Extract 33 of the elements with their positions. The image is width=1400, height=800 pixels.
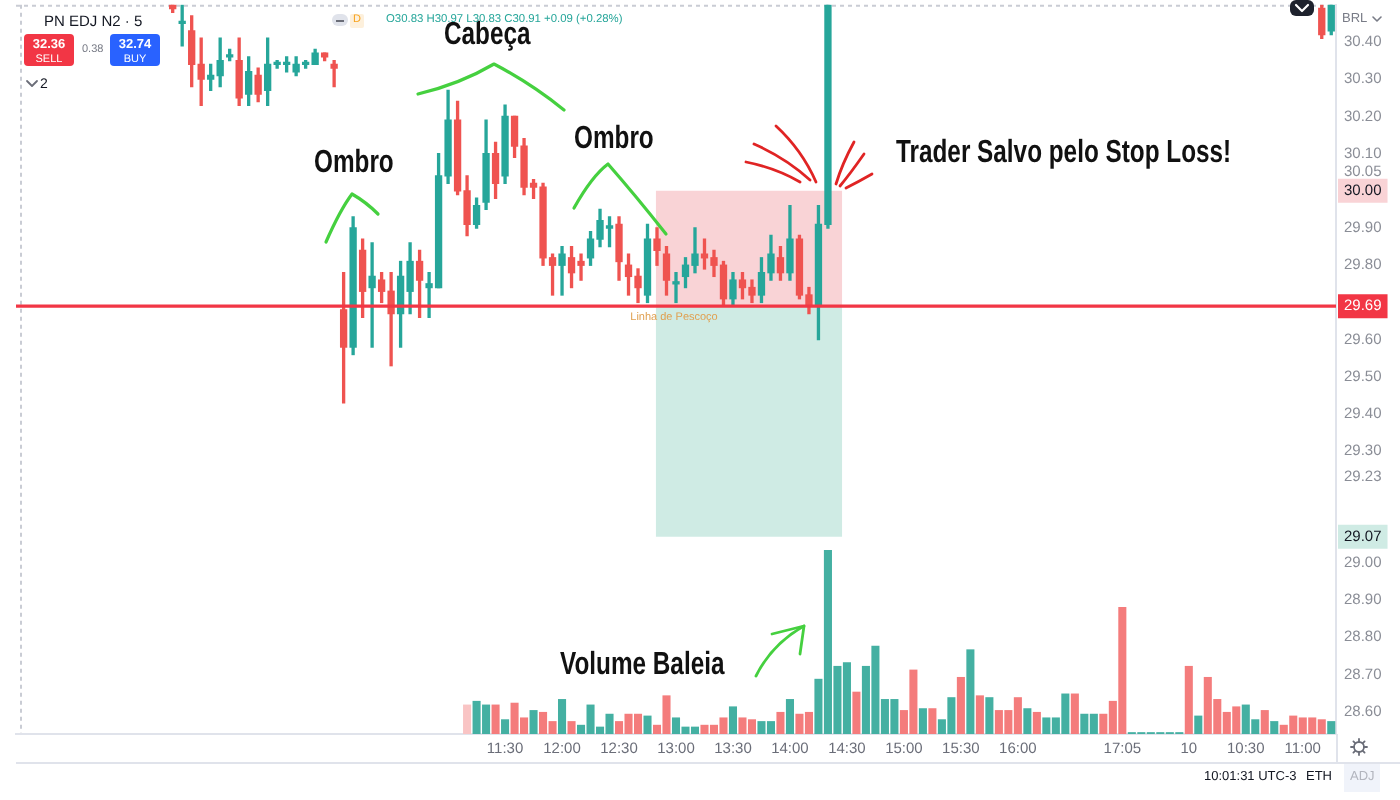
bar bbox=[1070, 693, 1079, 734]
bar bbox=[966, 649, 975, 734]
bar bbox=[491, 704, 500, 734]
annotation: Volume Baleia bbox=[560, 648, 725, 682]
bar bbox=[728, 706, 738, 734]
bar bbox=[956, 676, 965, 734]
bar bbox=[567, 721, 576, 734]
bar bbox=[985, 697, 994, 734]
bar bbox=[1023, 708, 1032, 734]
bar bbox=[776, 711, 785, 734]
bar bbox=[1270, 721, 1279, 734]
bar bbox=[501, 719, 510, 734]
bar bbox=[1194, 715, 1203, 734]
candlestick bbox=[368, 242, 376, 348]
bar bbox=[1032, 711, 1041, 734]
candlestick bbox=[330, 59, 338, 88]
bar bbox=[558, 699, 567, 734]
bar bbox=[785, 699, 794, 734]
bar bbox=[975, 695, 984, 734]
annotation: Ombro bbox=[314, 146, 394, 180]
bar bbox=[529, 710, 538, 734]
bar bbox=[1184, 665, 1193, 734]
bar bbox=[463, 704, 472, 734]
bar bbox=[852, 691, 861, 734]
bar bbox=[928, 708, 937, 734]
bar bbox=[643, 715, 652, 734]
bar bbox=[1327, 721, 1336, 734]
bar bbox=[918, 708, 927, 734]
candlestick bbox=[558, 245, 566, 296]
candlestick bbox=[672, 272, 680, 304]
annotation: Ombro bbox=[574, 122, 654, 156]
annotation: Trader Salvo pelo Stop Loss! bbox=[896, 136, 1232, 170]
bar bbox=[1260, 710, 1269, 734]
